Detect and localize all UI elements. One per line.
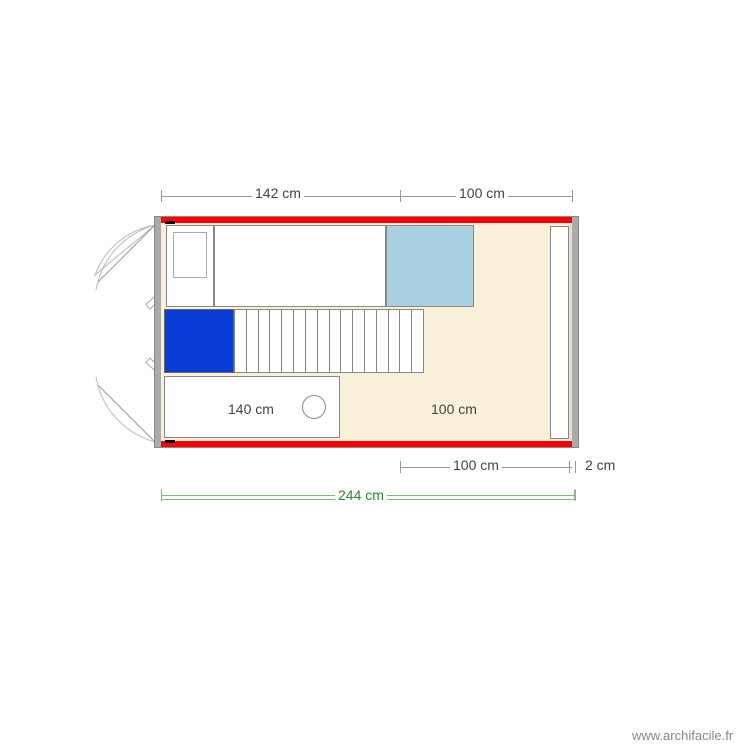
wall-mark-top xyxy=(165,221,175,224)
watermark-text: www.archifacile.fr xyxy=(632,728,733,743)
dim-tick-green xyxy=(161,489,162,501)
dim-mid-140-label: 140 cm xyxy=(225,401,277,417)
floorplan-canvas: 142 cm 100 cm 140 cm 100 cm 100 cm 2 cm … xyxy=(0,0,750,750)
dim-top-100-label: 100 cm xyxy=(456,185,508,201)
dim-top-142-label: 142 cm xyxy=(252,185,304,201)
dim-244-label: 244 cm xyxy=(335,487,387,503)
wall-top xyxy=(158,217,575,223)
top-left-cabinet xyxy=(166,225,214,307)
dim-bot-2-label: 2 cm xyxy=(582,457,618,473)
dim-tick xyxy=(400,461,401,473)
circle-knob xyxy=(302,395,326,419)
dim-tick xyxy=(161,190,162,202)
top-white-counter xyxy=(214,225,386,307)
dim-mid-100-label: 100 cm xyxy=(428,401,480,417)
right-strip xyxy=(569,223,572,441)
dim-tick-green xyxy=(575,489,576,501)
dim-tick xyxy=(569,461,570,473)
right-panel xyxy=(550,226,569,439)
slatted-unit xyxy=(234,309,424,373)
dark-blue-block xyxy=(164,309,234,373)
dim-bot-100-label: 100 cm xyxy=(450,457,502,473)
light-blue-block xyxy=(386,225,474,307)
wall-right xyxy=(572,217,578,447)
wall-left xyxy=(155,217,161,447)
wall-mark-bottom xyxy=(165,440,175,443)
wall-bottom xyxy=(158,441,575,447)
dim-tick xyxy=(572,190,573,202)
dim-tick xyxy=(575,461,576,473)
